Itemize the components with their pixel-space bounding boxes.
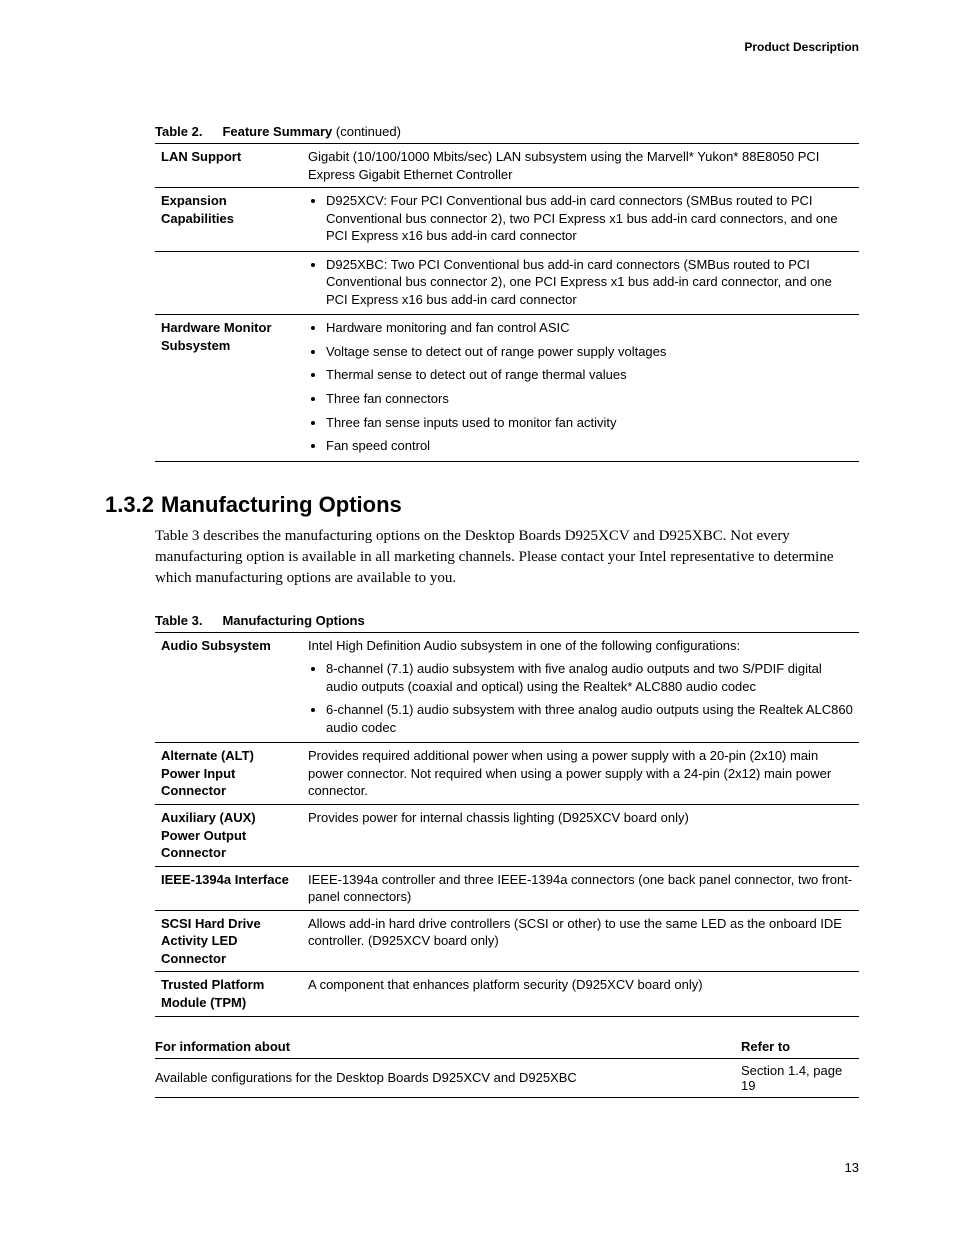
table-row-value: Allows add-in hard drive controllers (SC… [302,910,859,972]
bullet-item: Voltage sense to detect out of range pow… [326,343,853,361]
table-row-value: Intel High Definition Audio subsystem in… [302,632,859,743]
table-row-label: Trusted Platform Module (TPM) [155,972,302,1016]
ref-col-info: For information about [155,1035,741,1059]
table-row-value: D925XBC: Two PCI Conventional bus add-in… [302,251,859,315]
section-body: Table 3 describes the manufacturing opti… [155,526,859,589]
table-row-label: LAN Support [155,144,302,188]
table-row-label: Expansion Capabilities [155,188,302,252]
bullet-item: Three fan connectors [326,390,853,408]
table-row-value: IEEE-1394a controller and three IEEE-139… [302,866,859,910]
ref-row-refer: Section 1.4, page 19 [741,1058,859,1097]
table-row-label: Alternate (ALT) Power Input Connector [155,743,302,805]
ref-col-refer: Refer to [741,1035,859,1059]
table2-label: Table 2. [155,124,202,139]
bullet-item: D925XCV: Four PCI Conventional bus add-i… [326,192,853,245]
bullet-item: Thermal sense to detect out of range the… [326,366,853,384]
section-number: 1.3.2 [105,492,161,518]
table-row-label: Auxiliary (AUX) Power Output Connector [155,805,302,867]
table2: LAN Support Gigabit (10/100/1000 Mbits/s… [155,143,859,462]
section-heading: 1.3.2Manufacturing Options [105,492,859,518]
table-row-label: IEEE-1394a Interface [155,866,302,910]
table2-cont: (continued) [332,124,401,139]
ref-row-info: Available configurations for the Desktop… [155,1058,741,1097]
table2-caption: Table 2. Feature Summary (continued) [155,124,859,139]
table-row-value: Provides required additional power when … [302,743,859,805]
bullet-item: 6-channel (5.1) audio subsystem with thr… [326,701,853,736]
table-row-value: A component that enhances platform secur… [302,972,859,1016]
bullet-item: Hardware monitoring and fan control ASIC [326,319,853,337]
table3-caption: Table 3. Manufacturing Options [155,613,859,628]
table2-title: Feature Summary [222,124,332,139]
table-row-label: Hardware Monitor Subsystem [155,315,302,461]
bullet-item: Fan speed control [326,437,853,455]
cell-text: Intel High Definition Audio subsystem in… [308,637,853,655]
section-title: Manufacturing Options [161,492,402,517]
table-row-value: Provides power for internal chassis ligh… [302,805,859,867]
page-number: 13 [845,1160,859,1175]
table-row-label: Audio Subsystem [155,632,302,743]
table-row-value: Hardware monitoring and fan control ASIC… [302,315,859,461]
table3-label: Table 3. [155,613,202,628]
table-row-label [155,251,302,315]
table-row-label: SCSI Hard Drive Activity LED Connector [155,910,302,972]
table3-title: Manufacturing Options [222,613,364,628]
bullet-item: Three fan sense inputs used to monitor f… [326,414,853,432]
page-header: Product Description [105,40,859,54]
reference-table: For information about Refer to Available… [155,1035,859,1098]
table-row-value: Gigabit (10/100/1000 Mbits/sec) LAN subs… [302,144,859,188]
bullet-item: D925XBC: Two PCI Conventional bus add-in… [326,256,853,309]
bullet-item: 8-channel (7.1) audio subsystem with fiv… [326,660,853,695]
table3: Audio Subsystem Intel High Definition Au… [155,632,859,1017]
table-row-value: D925XCV: Four PCI Conventional bus add-i… [302,188,859,252]
